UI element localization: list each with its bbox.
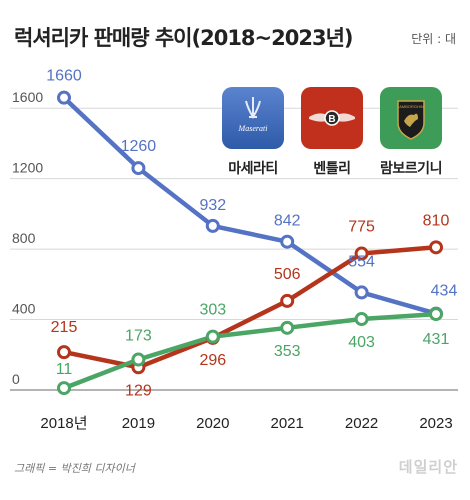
data-point <box>131 352 146 367</box>
unit-note: 단위 : 대 <box>411 32 456 46</box>
data-label: 296 <box>199 352 226 369</box>
series-line <box>61 245 439 370</box>
series-line <box>61 311 439 391</box>
series-points <box>57 90 443 396</box>
data-label: 775 <box>348 219 375 236</box>
lamborghini-logo: LAMBORGHINI <box>380 87 442 149</box>
x-tick-label: 2021 <box>271 415 304 432</box>
data-label: 403 <box>348 334 375 351</box>
x-tick-label: 2022 <box>345 415 378 432</box>
y-tick-label: 1200 <box>12 160 43 176</box>
series-line <box>61 95 439 316</box>
x-tick-label: 2020 <box>196 415 229 432</box>
data-point <box>354 312 369 327</box>
data-label: 431 <box>423 331 450 348</box>
data-label: 11 <box>56 361 73 378</box>
x-tick-label: 2018년 <box>40 415 87 432</box>
data-point <box>57 345 71 360</box>
data-point <box>354 285 369 300</box>
y-tick-label: 1600 <box>12 89 43 105</box>
data-label: 842 <box>274 213 301 230</box>
data-point <box>57 381 71 396</box>
y-tick-label: 400 <box>12 301 36 317</box>
y-tick-label: 0 <box>12 371 20 387</box>
data-labels: 1660 1260 932 842 554 434 215 129 296 506 775 810 11… <box>46 68 457 400</box>
data-point <box>57 90 71 105</box>
series-lines <box>61 95 439 391</box>
graphic-credit: 그래픽 = 박진희 디자이너 <box>14 462 135 475</box>
data-point <box>205 329 220 344</box>
maserati-logo: Maserati <box>222 87 284 149</box>
data-label: 810 <box>423 212 450 229</box>
x-tick-label: 2023 <box>419 415 452 432</box>
bentley-wordmark: B <box>328 114 335 125</box>
data-label: 129 <box>125 382 152 399</box>
bentley-label: 벤틀리 <box>313 161 351 177</box>
y-tick-labels: 0 400 800 1200 1600 <box>12 89 43 387</box>
data-point <box>280 320 295 335</box>
data-label: 932 <box>199 197 226 214</box>
data-label: 434 <box>431 283 458 300</box>
data-label: 353 <box>274 343 301 360</box>
data-point <box>429 240 443 255</box>
x-tick-labels: 2018년 2019 2020 2021 2022 2023 <box>40 415 452 432</box>
data-label: 1260 <box>121 138 157 155</box>
maserati-label: 마세라티 <box>228 161 278 177</box>
lamborghini-wordmark: LAMBORGHINI <box>397 104 425 109</box>
lamborghini-label: 람보르기니 <box>380 161 442 177</box>
data-point <box>429 307 443 322</box>
data-label: 173 <box>125 328 152 345</box>
data-label: 554 <box>348 253 375 270</box>
data-point <box>280 234 295 249</box>
data-label: 506 <box>274 266 301 283</box>
data-point <box>280 293 295 308</box>
data-label: 303 <box>199 302 226 319</box>
data-point <box>354 246 369 261</box>
data-point <box>131 161 146 176</box>
y-tick-label: 800 <box>12 230 36 246</box>
data-label: 215 <box>51 319 78 336</box>
watermark-logo: 데일리안 <box>398 458 458 476</box>
chart-title: 럭셔리카 판매량 추이(2018~2023년) <box>14 26 354 50</box>
bentley-logo: B <box>301 87 363 149</box>
x-tick-label: 2019 <box>122 415 155 432</box>
data-point <box>205 218 220 233</box>
data-label: 1660 <box>46 68 82 85</box>
maserati-wordmark: Maserati <box>238 124 268 133</box>
